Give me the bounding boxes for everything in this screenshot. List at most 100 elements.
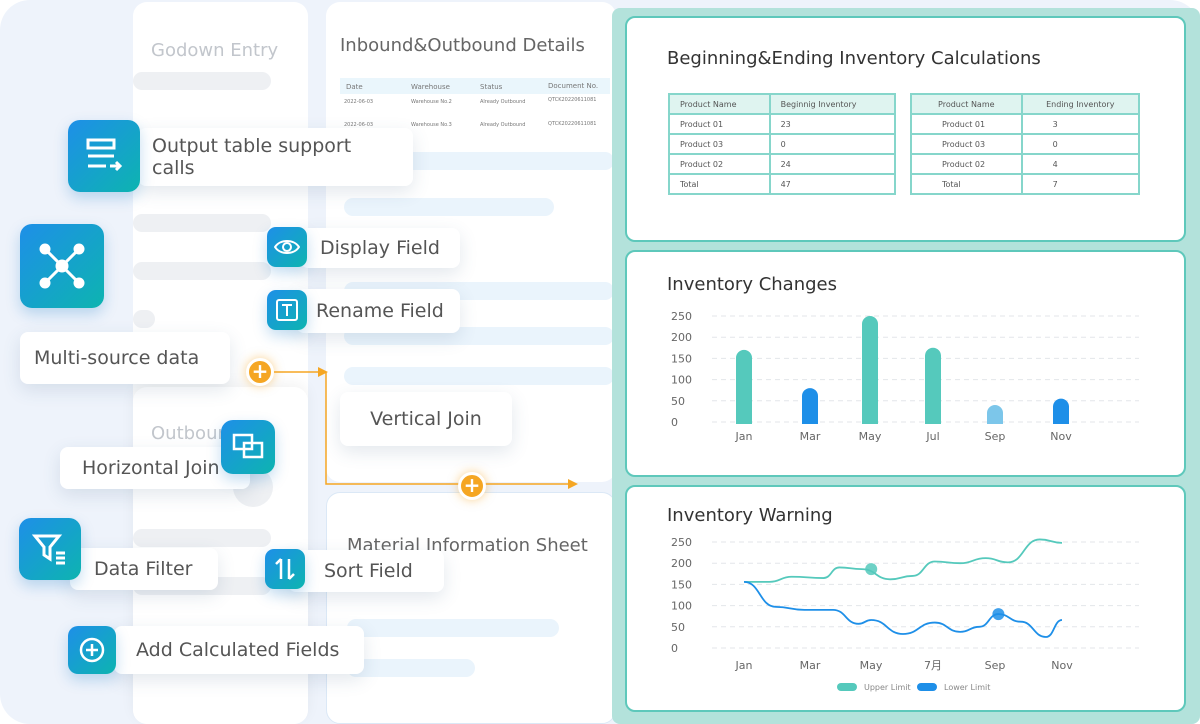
display-field-text: Display Field (320, 237, 440, 259)
output-table-icon[interactable] (68, 120, 140, 192)
sort-icon[interactable] (265, 549, 305, 589)
horizontal-join-label[interactable]: Horizontal Join (60, 447, 250, 489)
data-filter-label[interactable]: Data Filter (70, 548, 218, 590)
x-tick-label: Jan (735, 659, 753, 672)
col-header: Warehouse (411, 83, 450, 91)
table-cell: Product 03 (668, 133, 771, 155)
table-cell: Product Name (910, 93, 1023, 115)
y-tick-label: 0 (671, 642, 678, 655)
cell: Already Outbound (480, 122, 526, 128)
table-cell: Product 02 (910, 153, 1023, 175)
legend-label: Lower Limit (944, 683, 990, 692)
table-row: Product 03 0 (668, 133, 897, 155)
ending-table: Product Name Ending Inventory Product 01 3 P… (910, 93, 1141, 195)
multi-source-label[interactable]: Multi-source data (20, 332, 230, 384)
col-header: Document No. (548, 82, 599, 90)
cell: Warehouse No.2 (411, 99, 452, 105)
bar (862, 316, 878, 424)
inventory-warning-card: Inventory Warning 0 50 100 150 200 250 Jan Mar M… (625, 485, 1186, 712)
table-row: Total 7 (910, 173, 1141, 195)
legend-swatch (837, 683, 857, 691)
bar (1053, 398, 1069, 424)
table-row: Product 02 24 (668, 153, 897, 175)
table-cell: 47 (768, 173, 897, 195)
cell: 2022-06-03 (344, 99, 374, 105)
data-point-marker (992, 608, 1005, 621)
col-header: Date (346, 83, 363, 91)
y-tick-label: 100 (671, 374, 692, 387)
details-title: Inbound&Outbound Details (340, 35, 585, 56)
x-tick-label: Mar (800, 659, 821, 672)
x-tick-label: 7月 (924, 659, 942, 672)
legend-label: Upper Limit (864, 683, 911, 692)
x-tick-label: Jan (735, 430, 753, 443)
table-cell: 0 (1020, 133, 1141, 155)
horizontal-join-icon[interactable] (221, 420, 275, 474)
table-header: Product Name Ending Inventory (910, 93, 1141, 115)
bar (802, 388, 818, 424)
multi-source-icon[interactable] (20, 224, 104, 308)
bar (925, 347, 941, 424)
table-cell: 7 (1020, 173, 1141, 195)
cell: QTCK20220611081 (548, 97, 597, 103)
material-card: Material Information Sheet (326, 492, 616, 724)
rename-field-text: Rename Field (316, 300, 444, 322)
x-tick-label: Mar (800, 430, 821, 443)
inventory-calc-card: Beginning&Ending Inventory Calculations … (625, 16, 1186, 242)
sort-field-label[interactable]: Sort Field (288, 550, 444, 592)
cell: 2022-06-03 (344, 122, 374, 128)
filter-icon[interactable] (19, 518, 81, 580)
table-cell: 4 (1020, 153, 1141, 175)
inventory-warning-chart: 0 50 100 150 200 250 Jan Mar May 7月 Sep Nov Upper Li… (671, 536, 1139, 692)
table-row: Product 01 23 (668, 113, 897, 135)
connector-lines (270, 367, 578, 489)
output-table-label[interactable]: Output table support calls (138, 128, 413, 186)
table-row: Product 02 4 (910, 153, 1141, 175)
bar (987, 405, 1003, 424)
beginning-table: Product Name Beginnig Inventory Product 01… (668, 93, 897, 195)
inventory-changes-chart: 0 50 100 150 200 250 Jan Mar May Jul Sep Nov (671, 310, 1139, 443)
legend-swatch (917, 683, 937, 691)
godown-entry-title: Godown Entry (151, 40, 279, 61)
inventory-changes-title: Inventory Changes (667, 274, 837, 295)
table-cell: Beginnig Inventory (768, 93, 897, 115)
bar (736, 349, 752, 424)
cell: Already Outbound (480, 99, 526, 105)
add-circle-icon[interactable] (68, 626, 116, 674)
table-cell: Product Name (668, 93, 771, 115)
x-tick-label: Sep (985, 430, 1006, 443)
x-tick-label: Sep (985, 659, 1006, 672)
x-tick-label: May (859, 430, 882, 443)
table-row: Total 47 (668, 173, 897, 195)
cell: Warehouse No.3 (411, 122, 452, 128)
rename-field-label[interactable]: Rename Field (296, 289, 460, 333)
x-tick-label: Nov (1051, 659, 1073, 672)
table-header: Product Name Beginnig Inventory (668, 93, 897, 115)
table-row: Product 03 0 (910, 133, 1141, 155)
series-line (743, 580, 1063, 638)
vertical-join-label[interactable]: Vertical Join (340, 392, 512, 446)
col-header: Status (480, 83, 503, 91)
add-calculated-label[interactable]: Add Calculated Fields (114, 626, 364, 674)
cell: QTCK20220611081 (548, 121, 597, 127)
y-tick-label: 0 (671, 416, 678, 429)
table-cell: 23 (768, 113, 897, 135)
y-tick-label: 50 (671, 621, 685, 634)
outbound-title: Outbound (151, 423, 241, 444)
plus-icon[interactable]: + (458, 472, 486, 500)
data-point-marker (865, 563, 878, 576)
table-cell: Total (910, 173, 1023, 195)
table-row: Product 01 3 (910, 113, 1141, 135)
display-field-label[interactable]: Display Field (300, 228, 460, 268)
y-tick-label: 100 (671, 600, 692, 613)
text-icon[interactable] (267, 290, 307, 330)
y-tick-label: 200 (671, 557, 692, 570)
inventory-changes-card: Inventory Changes 0 50 100 150 200 250 Jan Mar M… (625, 250, 1186, 477)
y-tick-label: 250 (671, 310, 692, 323)
plus-icon[interactable]: + (246, 358, 274, 386)
inventory-warning-title: Inventory Warning (667, 505, 833, 526)
table-cell: Ending Inventory (1020, 93, 1141, 115)
eye-icon[interactable] (267, 227, 307, 267)
table-cell: Product 01 (668, 113, 771, 135)
table-cell: Product 03 (910, 133, 1023, 155)
